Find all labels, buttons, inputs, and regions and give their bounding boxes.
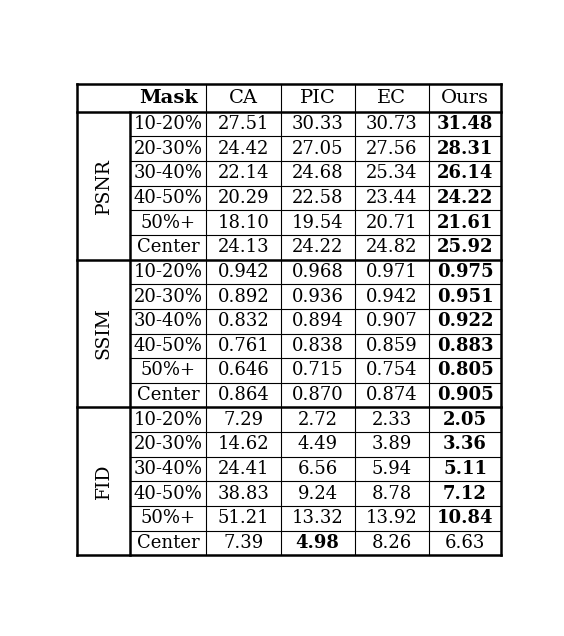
Text: 0.968: 0.968 (292, 263, 343, 281)
Text: 8.78: 8.78 (372, 485, 412, 502)
Text: 0.892: 0.892 (218, 287, 270, 305)
Text: 0.936: 0.936 (292, 287, 343, 305)
Text: 31.48: 31.48 (437, 115, 493, 133)
Text: 30-40%: 30-40% (134, 460, 202, 478)
Text: Ours: Ours (441, 89, 489, 107)
Text: 50%+: 50%+ (140, 509, 196, 527)
Text: 0.922: 0.922 (437, 312, 494, 330)
Text: 10-20%: 10-20% (134, 411, 202, 429)
Text: 40-50%: 40-50% (134, 337, 202, 355)
Text: 13.92: 13.92 (366, 509, 418, 527)
Text: 13.32: 13.32 (292, 509, 343, 527)
Text: Center: Center (137, 534, 200, 552)
Text: 3.89: 3.89 (372, 436, 412, 453)
Text: 7.39: 7.39 (223, 534, 263, 552)
Text: 19.54: 19.54 (292, 214, 343, 232)
Text: 9.24: 9.24 (298, 485, 338, 502)
Text: 28.31: 28.31 (437, 140, 493, 158)
Text: 0.894: 0.894 (292, 312, 343, 330)
Text: 0.975: 0.975 (437, 263, 494, 281)
Text: 23.44: 23.44 (366, 189, 417, 207)
Text: 0.942: 0.942 (366, 287, 418, 305)
Text: 27.56: 27.56 (366, 140, 417, 158)
Text: 20-30%: 20-30% (134, 140, 202, 158)
Text: 25.34: 25.34 (366, 164, 417, 183)
Text: 0.838: 0.838 (292, 337, 343, 355)
Text: 25.92: 25.92 (437, 238, 494, 256)
Text: 8.26: 8.26 (372, 534, 412, 552)
Text: 30-40%: 30-40% (134, 312, 202, 330)
Text: 0.951: 0.951 (437, 287, 494, 305)
Text: 0.870: 0.870 (292, 386, 343, 404)
Text: 30.33: 30.33 (292, 115, 343, 133)
Text: 50%+: 50%+ (140, 214, 196, 232)
Text: 40-50%: 40-50% (134, 485, 202, 502)
Text: 0.859: 0.859 (366, 337, 418, 355)
Text: 0.715: 0.715 (292, 361, 343, 380)
Text: 0.864: 0.864 (218, 386, 270, 404)
Text: 0.971: 0.971 (366, 263, 418, 281)
Text: 18.10: 18.10 (218, 214, 270, 232)
Text: SSIM: SSIM (95, 308, 113, 359)
Text: 4.98: 4.98 (296, 534, 340, 552)
Text: 22.14: 22.14 (218, 164, 269, 183)
Text: 38.83: 38.83 (218, 485, 270, 502)
Text: 51.21: 51.21 (218, 509, 269, 527)
Text: 27.05: 27.05 (292, 140, 343, 158)
Text: EC: EC (377, 89, 407, 107)
Text: 0.832: 0.832 (218, 312, 270, 330)
Text: 20-30%: 20-30% (134, 287, 202, 305)
Text: 2.33: 2.33 (372, 411, 412, 429)
Text: 24.41: 24.41 (218, 460, 269, 478)
Text: 0.883: 0.883 (437, 337, 494, 355)
Text: 6.56: 6.56 (298, 460, 338, 478)
Text: Center: Center (137, 238, 200, 256)
Text: 24.13: 24.13 (218, 238, 269, 256)
Text: 0.905: 0.905 (437, 386, 494, 404)
Text: 24.42: 24.42 (218, 140, 269, 158)
Text: 24.22: 24.22 (292, 238, 343, 256)
Text: 24.82: 24.82 (366, 238, 417, 256)
Text: 6.63: 6.63 (445, 534, 485, 552)
Text: 0.761: 0.761 (218, 337, 270, 355)
Text: 20.29: 20.29 (218, 189, 269, 207)
Text: CA: CA (229, 89, 258, 107)
Text: 7.12: 7.12 (443, 485, 487, 502)
Text: 0.907: 0.907 (366, 312, 418, 330)
Text: 30-40%: 30-40% (134, 164, 202, 183)
Text: 2.72: 2.72 (298, 411, 338, 429)
Text: 5.94: 5.94 (372, 460, 412, 478)
Text: 0.646: 0.646 (218, 361, 270, 380)
Text: 27.51: 27.51 (218, 115, 269, 133)
Text: PSNR: PSNR (95, 158, 113, 214)
Text: 26.14: 26.14 (437, 164, 493, 183)
Text: Center: Center (137, 386, 200, 404)
Text: 0.874: 0.874 (366, 386, 418, 404)
Text: 21.61: 21.61 (437, 214, 493, 232)
Text: PIC: PIC (300, 89, 336, 107)
Text: 4.49: 4.49 (298, 436, 338, 453)
Text: 0.754: 0.754 (366, 361, 417, 380)
Text: 40-50%: 40-50% (134, 189, 202, 207)
Text: 10.84: 10.84 (437, 509, 494, 527)
Text: 3.36: 3.36 (443, 436, 487, 453)
Text: 10-20%: 10-20% (134, 115, 202, 133)
Text: 50%+: 50%+ (140, 361, 196, 380)
Text: 24.68: 24.68 (292, 164, 343, 183)
Text: 30.73: 30.73 (366, 115, 418, 133)
Text: 2.05: 2.05 (443, 411, 487, 429)
Text: 14.62: 14.62 (218, 436, 269, 453)
Text: 24.22: 24.22 (437, 189, 493, 207)
Text: 7.29: 7.29 (223, 411, 263, 429)
Text: Mask: Mask (139, 89, 197, 107)
Text: 0.805: 0.805 (437, 361, 494, 380)
Text: 20.71: 20.71 (366, 214, 418, 232)
Text: 5.11: 5.11 (443, 460, 487, 478)
Text: 20-30%: 20-30% (134, 436, 202, 453)
Text: 0.942: 0.942 (218, 263, 269, 281)
Text: 10-20%: 10-20% (134, 263, 202, 281)
Text: 22.58: 22.58 (292, 189, 343, 207)
Text: FID: FID (95, 464, 113, 499)
